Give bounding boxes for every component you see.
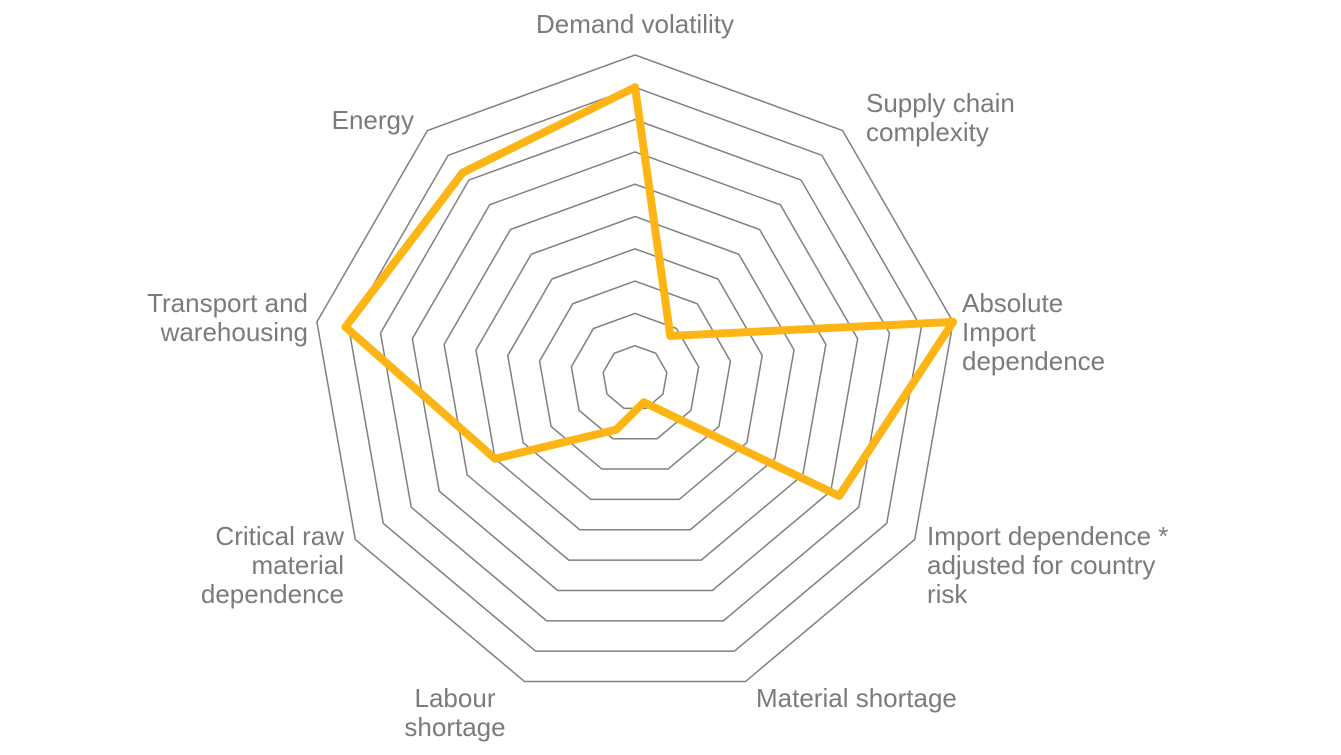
axis-label-supply-chain-complexity: Supply chain complexity: [866, 88, 1015, 147]
grid-ring: [347, 86, 923, 652]
axis-label-material-shortage: Material shortage: [756, 683, 957, 713]
data-point: [491, 454, 500, 463]
grid-ring: [411, 151, 859, 592]
axis-label-energy: Energy: [331, 105, 414, 135]
data-point: [639, 398, 648, 407]
data-point: [949, 317, 958, 326]
grid-ring: [475, 215, 795, 531]
data-point: [341, 322, 350, 331]
axis-label-critical-raw-material: Critical raw material dependence: [200, 521, 344, 609]
grid-ring: [443, 183, 827, 561]
grid-ring: [602, 344, 668, 410]
axis-label-transport-warehousing: Transport and warehousing: [147, 288, 308, 347]
data-point: [631, 83, 639, 92]
grid-ring: [379, 118, 891, 622]
grid-ring: [316, 54, 954, 683]
grid-ring: [570, 312, 700, 440]
data-point: [835, 491, 844, 500]
data-point: [612, 425, 621, 434]
axis-label-labour-shortage: Labour shortage: [404, 683, 506, 742]
axis-label-demand-volatility: Demand volatility: [536, 9, 734, 39]
axis-label-import-dependence-adjusted: Import dependence * adjusted for country…: [927, 521, 1169, 609]
series-line: [341, 83, 958, 500]
data-point: [666, 331, 675, 340]
data-point: [458, 168, 467, 177]
grid-ring: [506, 248, 764, 501]
axis-label-absolute-import-dependence: Absolute Import dependence: [962, 288, 1106, 376]
